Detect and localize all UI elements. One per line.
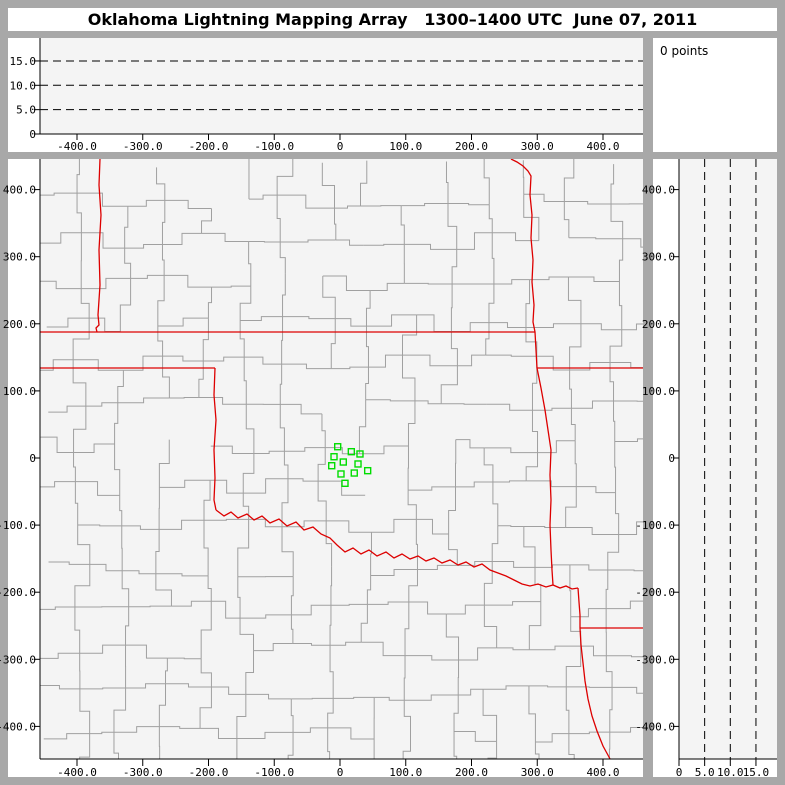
tick-label: 400.0 [586, 766, 619, 779]
state-border-tx_ar_line [577, 587, 581, 628]
tick-label: 0 [676, 766, 683, 779]
tick-label: -300.0 [123, 766, 163, 779]
tick-label: 100.0 [3, 385, 36, 398]
tick-label: 0 [668, 452, 675, 465]
tick-label: 15.0 [743, 766, 770, 779]
tick-label: 100.0 [642, 385, 675, 398]
tick-label: 200.0 [455, 140, 488, 153]
map-layers [40, 159, 643, 759]
lma-station-marker [354, 460, 362, 468]
lma-station-marker [356, 450, 364, 458]
tick-label: -100.0 [254, 766, 294, 779]
lma-station-marker [341, 479, 349, 487]
tick-label: 10.0 [10, 79, 37, 92]
lma-station-marker [363, 466, 372, 475]
tick-label: -400.0 [0, 720, 36, 733]
state-borders [40, 159, 643, 759]
tick-label: 5.0 [16, 104, 36, 117]
window-title: Oklahoma Lightning Mapping Array 1300–14… [87, 10, 698, 29]
lma-station-marker [333, 443, 342, 451]
tick-label: 400.0 [3, 184, 36, 197]
state-border-ks_mo_line [510, 159, 538, 369]
tick-label: -200.0 [189, 140, 229, 153]
tick-label: 0 [337, 140, 344, 153]
tick-labels: -400.0 -300.0 -200.0 -100.0 0 100.0 200.0 300.0… [0, 55, 769, 779]
tick-label: 400.0 [586, 140, 619, 153]
tick-label: -400.0 [57, 140, 97, 153]
point-count-label: 0 points [660, 44, 709, 58]
panel-point-count: 0 points [653, 38, 777, 152]
altitude-gridlines [40, 60, 757, 759]
lma-station-marker [337, 470, 345, 478]
tick-label: 0 [29, 452, 36, 465]
tick-label: 0 [29, 128, 36, 141]
tick-label: -200.0 [189, 766, 229, 779]
lma-stations [328, 443, 372, 487]
alt-ew-plot-area[interactable] [40, 38, 643, 134]
axes [34, 38, 777, 766]
tick-label: 0 [337, 766, 344, 779]
state-border-tx_la_line [579, 627, 611, 759]
state-border-ok_ar_line [536, 367, 554, 586]
tick-label: -100.0 [635, 519, 675, 532]
tick-label: -300.0 [635, 653, 675, 666]
state-border-co_ks_line [95, 159, 102, 333]
tick-label: 5.0 [695, 766, 715, 779]
state-border-red_river [215, 509, 579, 590]
lma-station-marker [330, 453, 338, 461]
lma-station-marker [328, 462, 336, 470]
tick-label: 100.0 [389, 766, 422, 779]
tick-label: -200.0 [635, 586, 675, 599]
tick-label: -200.0 [0, 586, 36, 599]
tick-label: 300.0 [521, 766, 554, 779]
tick-label: -300.0 [0, 653, 36, 666]
tick-label: 300.0 [521, 140, 554, 153]
tick-label: 10.0 [717, 766, 744, 779]
lma-station-marker [347, 447, 356, 456]
tick-label: 200.0 [642, 318, 675, 331]
tick-label: -400.0 [635, 720, 675, 733]
tick-label: 100.0 [389, 140, 422, 153]
tick-label: -100.0 [254, 140, 294, 153]
tick-label: 300.0 [3, 251, 36, 264]
tick-label: -400.0 [57, 766, 97, 779]
title-bar: Oklahoma Lightning Mapping Array 1300–14… [8, 8, 777, 31]
state-border-meridian_100w [213, 367, 217, 511]
tick-label: 200.0 [3, 318, 36, 331]
lma-station-marker [350, 469, 358, 477]
tick-label: 400.0 [642, 184, 675, 197]
tick-label: 200.0 [455, 766, 488, 779]
county-boundaries [40, 159, 643, 759]
tick-label: 300.0 [642, 251, 675, 264]
alt-ns-plot-area[interactable] [679, 159, 777, 759]
tick-label: 15.0 [10, 55, 37, 68]
lma-station-marker [339, 458, 347, 466]
tick-label: -100.0 [0, 519, 36, 532]
tick-label: -300.0 [123, 140, 163, 153]
